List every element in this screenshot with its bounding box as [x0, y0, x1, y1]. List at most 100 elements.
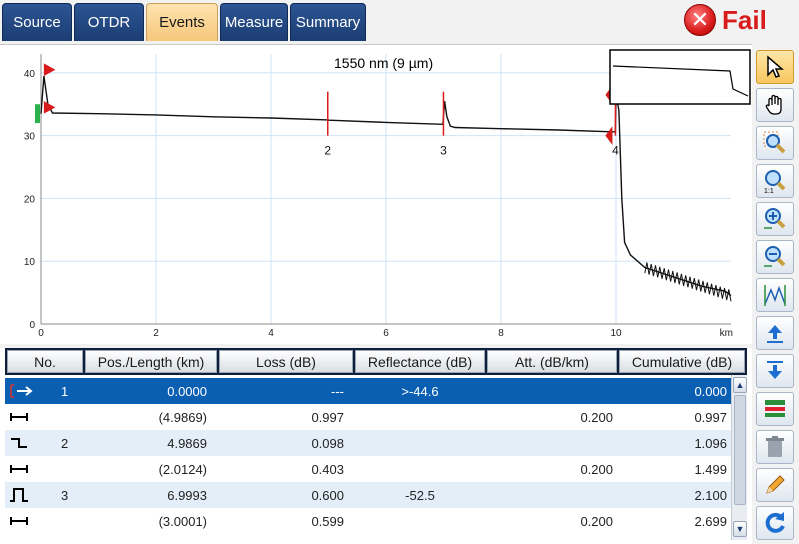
col-header-loss[interactable]: Loss (dB)	[219, 350, 353, 373]
event-label: 3	[440, 143, 447, 157]
otdr-trace-line	[40, 75, 732, 297]
pan-tool-button[interactable]	[756, 88, 794, 122]
pan-hand-icon	[765, 94, 782, 115]
scroll-down-button[interactable]: ▼	[733, 521, 747, 537]
zoom-reset-button[interactable]: 1:1	[756, 164, 794, 198]
delete-button[interactable]	[756, 430, 794, 464]
cell-position: 6.9993	[167, 487, 207, 503]
svg-text:1:1: 1:1	[764, 188, 774, 194]
x-axis-label: km	[720, 328, 733, 339]
col-header-pos[interactable]: Pos./Length (km)	[85, 350, 217, 373]
reflective-event-icon	[9, 482, 43, 508]
cell-cumulative: 1.499	[694, 461, 727, 477]
tab-events[interactable]: Events	[146, 3, 218, 41]
overview-trace	[612, 65, 749, 97]
cell-attenuation: 0.200	[580, 461, 613, 477]
cell-cumulative: 0.000	[694, 383, 727, 399]
cell-number	[61, 508, 81, 534]
tab-bar: Source OTDR Events Measure Summary ✕ Fai…	[0, 0, 799, 44]
x-tick-label: 8	[498, 328, 504, 339]
otdr-trace-chart[interactable]: 0 2 4 6 8 10 0 10 20 30 40 km 2 3 4	[0, 44, 752, 344]
col-header-att[interactable]: Att. (dB/km)	[487, 350, 617, 373]
cell-loss: 0.997	[311, 409, 344, 425]
col-header-no[interactable]: No.	[7, 350, 83, 373]
select-tool-button[interactable]	[756, 50, 794, 84]
zoom-area-button[interactable]	[756, 126, 794, 160]
cell-number	[61, 456, 81, 482]
move-down-button[interactable]	[756, 354, 794, 388]
table-header: No. Pos./Length (km) Loss (dB) Reflectan…	[5, 348, 747, 375]
zoom-in-icon	[764, 208, 786, 229]
table-row[interactable]: (2.0124) 0.403 0.200 1.499	[5, 456, 731, 482]
table-scrollbar[interactable]: ▲ ▼	[731, 375, 747, 540]
event-label: 2	[324, 143, 331, 157]
table-row[interactable]: 3 6.9993 0.600 -52.5 2.100	[5, 482, 731, 508]
cell-number: 2	[61, 435, 69, 451]
zoom-out-button[interactable]	[756, 240, 794, 274]
cell-reflectance: -52.5	[405, 487, 435, 503]
x-tick-label: 10	[610, 328, 622, 339]
edit-button[interactable]	[756, 468, 794, 502]
x-tick-label: 6	[383, 328, 389, 339]
span-icon	[9, 404, 43, 430]
overview-inset	[609, 49, 751, 105]
cell-reflectance	[355, 430, 485, 456]
y-tick-label: 20	[24, 194, 36, 205]
span-icon	[9, 456, 43, 482]
cell-attenuation	[487, 430, 613, 456]
cell-reflectance	[355, 508, 485, 534]
fit-trace-icon	[764, 285, 786, 306]
tab-otdr[interactable]: OTDR	[74, 3, 144, 41]
cell-number	[61, 404, 81, 430]
fit-trace-button[interactable]	[756, 278, 794, 312]
x-tick-label: 2	[153, 328, 159, 339]
event-table-button[interactable]	[756, 392, 794, 426]
end-marker-arrow	[605, 126, 613, 146]
trace-noise	[644, 262, 732, 302]
fail-icon: ✕	[684, 4, 716, 36]
cell-reflectance: >-44.6	[401, 383, 439, 399]
graph-title: 1550 nm (9 µm)	[334, 55, 434, 71]
refresh-button[interactable]	[756, 506, 794, 540]
cell-attenuation: 0.200	[580, 409, 613, 425]
cell-cumulative: 2.699	[694, 513, 727, 529]
col-header-reflectance[interactable]: Reflectance (dB)	[355, 350, 485, 373]
scroll-thumb[interactable]	[734, 395, 746, 505]
launch-marker-arrow	[43, 101, 56, 114]
tab-source[interactable]: Source	[2, 3, 72, 41]
status-indicator: ✕ Fail	[684, 4, 767, 36]
cell-cumulative: 1.096	[694, 435, 727, 451]
cell-position: 4.9869	[167, 435, 207, 451]
cell-attenuation: 0.200	[580, 513, 613, 529]
zoom-in-button[interactable]	[756, 202, 794, 236]
cell-reflectance	[355, 456, 485, 482]
move-up-button[interactable]	[756, 316, 794, 350]
launch-marker-arrow	[43, 63, 56, 76]
status-label: Fail	[722, 4, 767, 35]
table-row[interactable]: 1 0.0000 --- >-44.6 0.000	[5, 378, 731, 404]
y-tick-label: 40	[24, 69, 36, 80]
cell-loss: 0.600	[311, 487, 344, 503]
edit-icon	[766, 475, 785, 494]
cell-position: (2.0124)	[158, 461, 207, 477]
refresh-icon	[765, 512, 785, 533]
cell-number: 3	[61, 487, 69, 503]
cell-attenuation	[487, 378, 613, 404]
scroll-up-button[interactable]: ▲	[733, 377, 747, 393]
tab-measure[interactable]: Measure	[220, 3, 288, 41]
cell-loss: 0.599	[311, 513, 344, 529]
col-header-cumulative[interactable]: Cumulative (dB)	[619, 350, 745, 373]
cell-position: (4.9869)	[158, 409, 207, 425]
cell-reflectance	[355, 404, 485, 430]
y-tick-label: 30	[24, 132, 36, 143]
table-row[interactable]: (4.9869) 0.997 0.200 0.997	[5, 404, 731, 430]
table-row[interactable]: 2 4.9869 0.098 1.096	[5, 430, 731, 456]
tab-summary[interactable]: Summary	[290, 3, 366, 41]
y-tick-label: 10	[24, 257, 36, 268]
event-table: No. Pos./Length (km) Loss (dB) Reflectan…	[0, 348, 752, 544]
table-row[interactable]: (3.0001) 0.599 0.200 2.699	[5, 508, 731, 534]
y-tick-label: 0	[29, 320, 35, 331]
cell-cumulative: 2.100	[694, 487, 727, 503]
cell-cumulative: 0.997	[694, 409, 727, 425]
zoom-area-icon	[763, 131, 786, 154]
